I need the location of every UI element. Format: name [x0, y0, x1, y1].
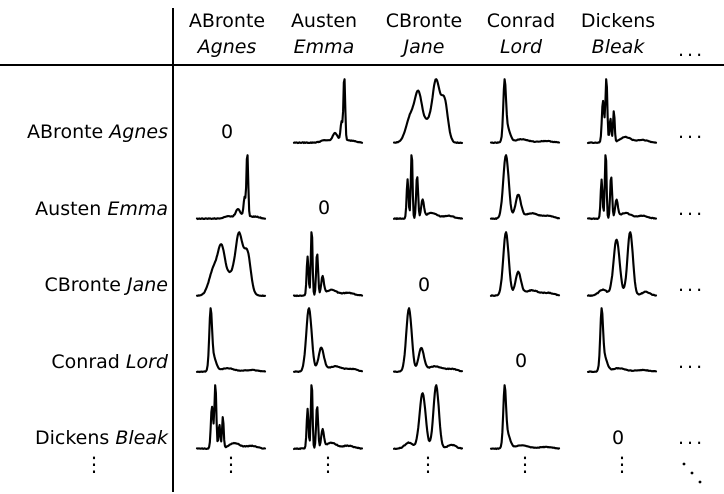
vertical-ellipsis: ⋮ [221, 452, 241, 476]
column-header-conrad: Conrad Lord [475, 8, 567, 60]
distribution-curve [392, 384, 464, 450]
distribution-plot-conrad-vs-austen [292, 307, 364, 373]
row-author: Dickens [34, 427, 110, 449]
row-author: Conrad [51, 351, 120, 373]
distribution-curve [195, 231, 267, 297]
distribution-curve [586, 78, 658, 145]
column-author: ABronte [188, 10, 266, 32]
horizontal-rule [0, 64, 724, 66]
distribution-curve [392, 78, 464, 145]
column-author: Conrad [486, 10, 556, 32]
vertical-ellipsis: ⋮ [84, 452, 104, 476]
column-continuation-ellipsis: ⋮ [318, 454, 338, 474]
distribution-curve [489, 78, 561, 145]
distribution-curve [489, 384, 561, 451]
row-work: Emma [107, 198, 168, 220]
distribution-plot-abronte-vs-conrad [489, 78, 561, 145]
row-ellipsis: ... [678, 351, 706, 373]
distribution-curve [292, 78, 364, 145]
row-header-dickens: Dickens Bleak [0, 426, 168, 450]
distribution-curve [392, 307, 464, 373]
vertical-ellipsis: ⋮ [418, 452, 438, 476]
row-header-cbronte: CBronte Jane [0, 273, 168, 297]
column-work: Emma [293, 36, 355, 58]
column-work: Jane [403, 36, 445, 58]
distribution-curve [489, 231, 561, 297]
column-header-abronte: ABronte Agnes [181, 8, 273, 60]
column-continuation-ellipsis: ⋮ [418, 454, 438, 474]
diagonal-zero-austen: 0 [317, 197, 331, 219]
distribution-plot-austen-vs-abronte [195, 154, 267, 221]
row-author: CBronte [44, 274, 121, 296]
vertical-rule [172, 8, 174, 492]
column-ellipsis: ... [678, 39, 706, 61]
distribution-plot-dickens-vs-austen [292, 384, 364, 451]
distribution-curve [586, 307, 658, 373]
diagonal-ellipsis [682, 462, 702, 484]
diagonal-zero-conrad: 0 [514, 350, 528, 372]
column-author: Austen [290, 10, 358, 32]
row-header-austen: Austen Emma [0, 197, 168, 221]
distribution-plot-cbronte-vs-dickens [586, 231, 658, 297]
vertical-ellipsis: ⋮ [515, 452, 535, 476]
row-author: ABronte [27, 121, 104, 143]
column-header-austen: Austen Emma [278, 8, 370, 60]
diagonal-zero-abronte: 0 [220, 121, 234, 143]
row-ellipsis: ... [678, 427, 706, 449]
distribution-curve [489, 154, 561, 220]
distribution-plot-dickens-vs-abronte [195, 384, 267, 450]
diagonal-zero-cbronte: 0 [417, 274, 431, 296]
distribution-curve [586, 154, 658, 221]
column-continuation-ellipsis: ⋮ [221, 454, 241, 474]
column-work: Agnes [197, 36, 257, 58]
distribution-curve [292, 231, 364, 298]
distribution-plot-austen-vs-conrad [489, 154, 561, 220]
row-work: Bleak [115, 427, 168, 449]
distribution-curve [195, 154, 267, 221]
row-ellipsis: ... [678, 121, 706, 143]
distribution-plot-dickens-vs-cbronte [392, 384, 464, 450]
row-author: Austen [35, 198, 102, 220]
distribution-plot-cbronte-vs-conrad [489, 231, 561, 297]
distribution-plot-abronte-vs-cbronte [392, 78, 464, 145]
distribution-plot-abronte-vs-dickens [586, 78, 658, 145]
distribution-plot-conrad-vs-cbronte [392, 307, 464, 373]
column-continuation-ellipsis: ⋮ [515, 454, 535, 474]
column-author: Dickens [580, 10, 656, 32]
distribution-curve [195, 307, 267, 374]
distribution-plot-cbronte-vs-austen [292, 231, 364, 298]
distribution-curve [292, 384, 364, 451]
row-work: Lord [125, 351, 168, 373]
vertical-ellipsis: ⋮ [612, 452, 632, 476]
row-header-abronte: ABronte Agnes [0, 120, 168, 144]
distribution-plot-conrad-vs-dickens [586, 307, 658, 373]
distribution-curve [195, 384, 267, 450]
column-work: Lord [499, 36, 543, 58]
row-work: Agnes [109, 121, 168, 143]
row-ellipsis: ... [678, 198, 706, 220]
distribution-curve [586, 231, 658, 297]
column-author: CBronte [385, 10, 463, 32]
distribution-plot-dickens-vs-conrad [489, 384, 561, 451]
distribution-plot-cbronte-vs-abronte [195, 231, 267, 297]
row-header-conrad: Conrad Lord [0, 350, 168, 374]
distribution-plot-austen-vs-dickens [586, 154, 658, 221]
distribution-curve [392, 154, 464, 221]
row-work: Jane [127, 274, 168, 296]
distribution-curve [292, 307, 364, 373]
column-header-dickens: Dickens Bleak [572, 8, 664, 60]
distribution-plot-austen-vs-cbronte [392, 154, 464, 221]
column-continuation-ellipsis: ⋮ [84, 454, 104, 474]
column-header-cbronte: CBronte Jane [378, 8, 470, 60]
row-ellipsis: ... [678, 274, 706, 296]
distribution-plot-abronte-vs-austen [292, 78, 364, 145]
column-continuation-ellipsis: ⋮ [612, 454, 632, 474]
column-work: Bleak [591, 36, 645, 58]
distribution-plot-conrad-vs-abronte [195, 307, 267, 374]
diagonal-zero-dickens: 0 [611, 427, 625, 449]
vertical-ellipsis: ⋮ [318, 452, 338, 476]
